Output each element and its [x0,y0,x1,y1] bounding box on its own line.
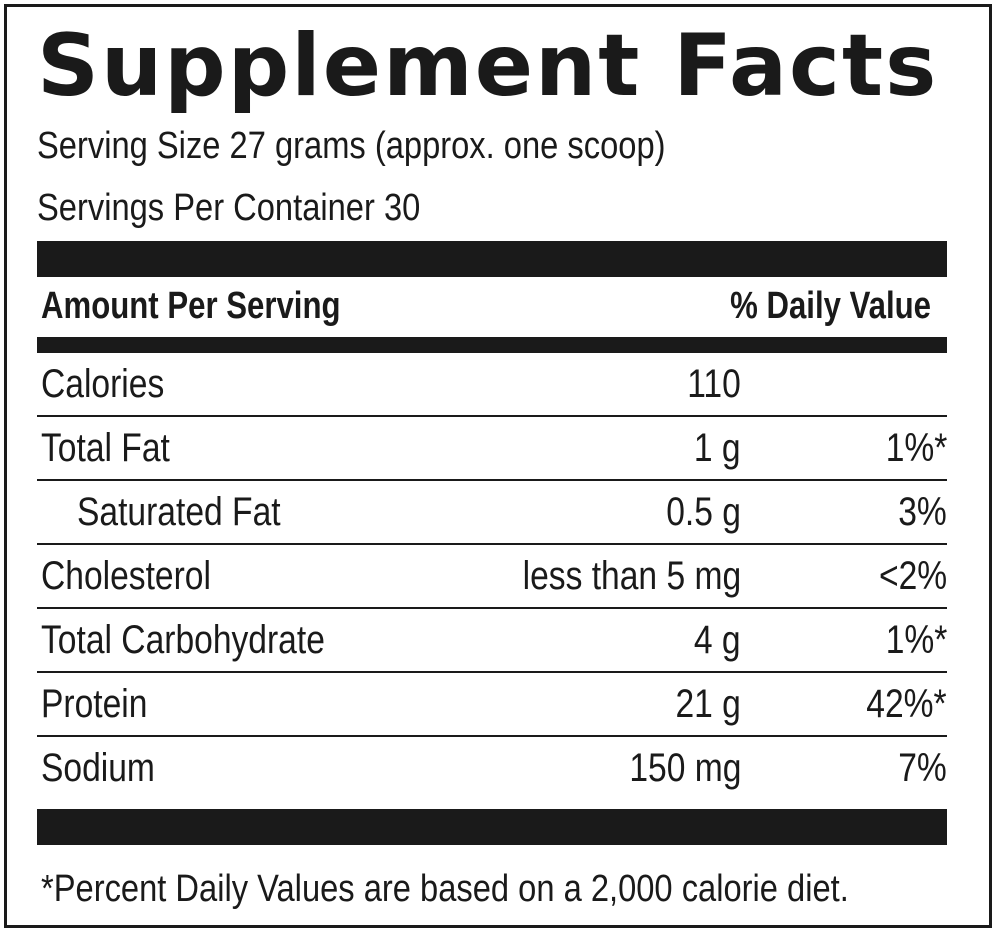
nutrient-daily-value: 7% [898,746,947,790]
nutrient-name: Cholesterol [41,554,211,598]
nutrient-amount: 0.5 g [666,490,741,534]
thick-divider-top [37,241,947,277]
nutrient-amount: 4 g [694,618,741,662]
nutrient-row-cholesterol: Cholesterol less than 5 mg <2% [37,545,947,609]
nutrient-daily-value: 1%* [885,618,947,662]
nutrient-name: Sodium [41,746,155,790]
daily-value-footnote: *Percent Daily Values are based on a 2,0… [41,868,849,910]
nutrient-daily-value: 1%* [885,426,947,470]
nutrient-row-total-fat: Total Fat 1 g 1%* [37,417,947,481]
supplement-facts-panel: Supplement Facts Serving Size 27 grams (… [4,4,992,928]
nutrient-row-saturated-fat: Saturated Fat 0.5 g 3% [37,481,947,545]
servings-per-container: Servings Per Container 30 [37,187,421,229]
panel-title: Supplement Facts [37,16,939,116]
nutrient-name: Saturated Fat [77,490,281,534]
nutrient-row-sodium: Sodium 150 mg 7% [37,737,947,801]
nutrient-name: Total Fat [41,426,170,470]
nutrient-name: Calories [41,362,165,406]
nutrient-daily-value: 42%* [866,682,947,726]
nutrient-amount: 1 g [694,426,741,470]
nutrient-row-calories: Calories 110 [37,353,947,417]
nutrient-amount: 110 [687,362,741,406]
nutrient-name: Protein [41,682,148,726]
nutrient-row-protein: Protein 21 g 42%* [37,673,947,737]
amount-per-serving-header: Amount Per Serving [41,285,341,327]
serving-size: Serving Size 27 grams (approx. one scoop… [37,125,666,167]
nutrient-daily-value: 3% [898,490,947,534]
nutrient-amount: 150 mg [628,746,741,790]
daily-value-header: % Daily Value [730,285,931,327]
nutrient-name: Total Carbohydrate [41,618,325,662]
nutrient-daily-value: <2% [878,554,947,598]
thick-divider-bottom [37,809,947,845]
medium-divider [37,337,947,353]
nutrient-row-total-carbohydrate: Total Carbohydrate 4 g 1%* [37,609,947,673]
nutrient-table: Calories 110 Total Fat 1 g 1%* Saturated… [37,353,947,801]
nutrient-amount: 21 g [675,682,741,726]
nutrient-amount: less than 5 mg [522,554,741,598]
